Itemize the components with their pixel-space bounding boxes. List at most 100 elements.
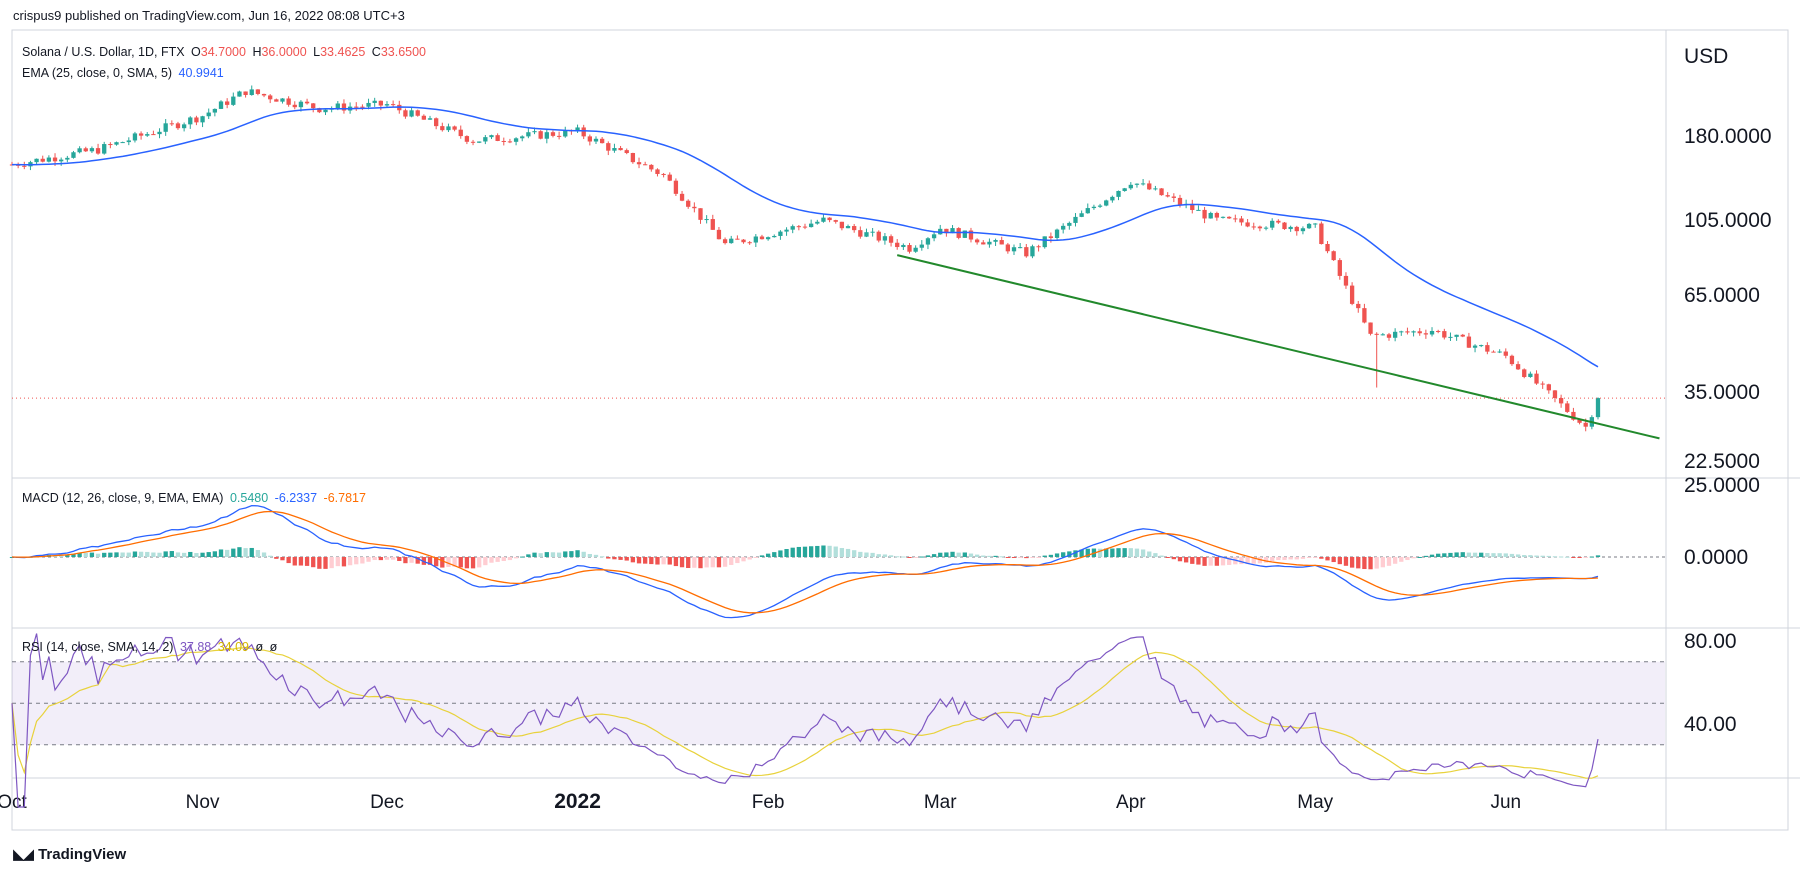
macd-histogram-bar (692, 557, 697, 568)
candle-body (1294, 226, 1299, 232)
candle-body (311, 103, 316, 109)
macd-histogram-bar (1577, 557, 1582, 558)
macd-histogram-bar (304, 557, 310, 566)
macd-histogram-bar (1042, 555, 1047, 557)
candle-body (409, 110, 414, 117)
macd-histogram-bar (575, 550, 580, 557)
candle-body (1343, 275, 1349, 286)
candle-body (483, 137, 488, 142)
candle-body (673, 180, 679, 194)
macd-histogram-bar (1503, 553, 1508, 557)
candle-body (286, 98, 291, 105)
candle-body (292, 104, 297, 108)
candle-body (1282, 222, 1287, 230)
macd-histogram-bar (169, 551, 174, 557)
candle-body (1048, 236, 1054, 239)
close-label: C (371, 45, 381, 59)
candle-body (544, 132, 549, 139)
candle-body (1356, 303, 1361, 309)
candle-body (274, 99, 279, 102)
macd-histogram-bar (1165, 557, 1170, 558)
macd-histogram-bar (477, 557, 482, 568)
candle-body (317, 108, 322, 113)
rsi-axis-tick-label: 40.00 (1684, 713, 1737, 736)
macd-histogram-bar (1270, 557, 1275, 562)
macd-histogram-bar (864, 552, 869, 557)
macd-histogram-bar (495, 557, 500, 562)
candle-body (1165, 195, 1170, 197)
macd-histogram-bar (1466, 552, 1472, 557)
macd-histogram-bar (83, 552, 88, 557)
candle-body (1528, 373, 1533, 377)
macd-histogram-bar (1202, 557, 1207, 566)
candle-body (655, 169, 660, 174)
candle-body (624, 150, 629, 154)
macd-histogram-bar (1515, 554, 1521, 557)
candle-body (1128, 184, 1133, 189)
candle-body (1491, 351, 1496, 353)
candle-body (421, 115, 427, 120)
macd-histogram-bar (489, 557, 494, 563)
candle-body (52, 157, 58, 162)
macd-histogram-bar (268, 555, 273, 557)
macd-histogram-bar (1214, 557, 1220, 566)
macd-histogram-bar (446, 557, 451, 567)
candle-body (765, 237, 771, 240)
macd-histogram-bar (907, 557, 912, 558)
macd-histogram-bar (1331, 557, 1336, 563)
macd-histogram-bar (1153, 553, 1158, 557)
x-axis-tick-label: Apr (1116, 792, 1146, 813)
candle-body (1368, 322, 1373, 334)
high-label: H (252, 45, 262, 59)
candle-body (704, 219, 709, 221)
macd-histogram-bar (550, 552, 556, 557)
macd-histogram-bar (1300, 557, 1306, 559)
candle-body (974, 239, 980, 243)
x-axis-tick-label: Feb (752, 792, 785, 813)
macd-histogram-bar (741, 557, 746, 562)
macd-histogram-bar (1349, 557, 1355, 568)
candle-body (538, 131, 543, 139)
candle-body (268, 95, 273, 100)
candle-body (507, 141, 513, 143)
candle-body (1497, 351, 1502, 353)
candle-body (1337, 260, 1342, 276)
candle-body (852, 226, 857, 231)
candle-body (470, 141, 476, 143)
candle-body (145, 134, 150, 136)
footer-brand[interactable]: ◣◢ TradingView (13, 845, 126, 864)
candle-body (1380, 334, 1385, 336)
macd-histogram-bar (378, 557, 383, 561)
macd-histogram-bar (452, 557, 457, 567)
macd-histogram-bar (421, 557, 427, 565)
low-label: L (313, 45, 321, 59)
macd-histogram-bar (1104, 548, 1109, 557)
macd-histogram-bar (1208, 557, 1213, 566)
candle-body (1552, 390, 1558, 399)
macd-histogram-bar (1380, 557, 1385, 568)
macd-histogram-bar (815, 545, 820, 557)
candle-body (643, 164, 648, 166)
candle-body (1263, 227, 1269, 229)
macd-histogram-bar (225, 549, 230, 557)
candle-body (1565, 403, 1570, 412)
macd-histogram-bar (1362, 557, 1367, 570)
candle-body (151, 134, 156, 136)
candle-body (1466, 336, 1472, 348)
macd-histogram-bar (409, 557, 414, 563)
candle-body (1239, 218, 1244, 223)
rsi-value: 37.88 (179, 640, 212, 654)
candle-body (550, 132, 556, 136)
macd-histogram-bar (1140, 549, 1146, 557)
rsi-sma-line (11, 647, 1599, 779)
candle-body (71, 152, 76, 158)
candle-body (556, 135, 562, 137)
macd-histogram-bar (919, 556, 924, 558)
candle-body (1245, 222, 1250, 227)
macd-histogram-bar (1036, 557, 1041, 558)
candle-body (163, 123, 168, 132)
macd-histogram-bar (1079, 549, 1084, 557)
macd-histogram-bar (944, 552, 949, 557)
macd-histogram-bar (65, 555, 70, 557)
